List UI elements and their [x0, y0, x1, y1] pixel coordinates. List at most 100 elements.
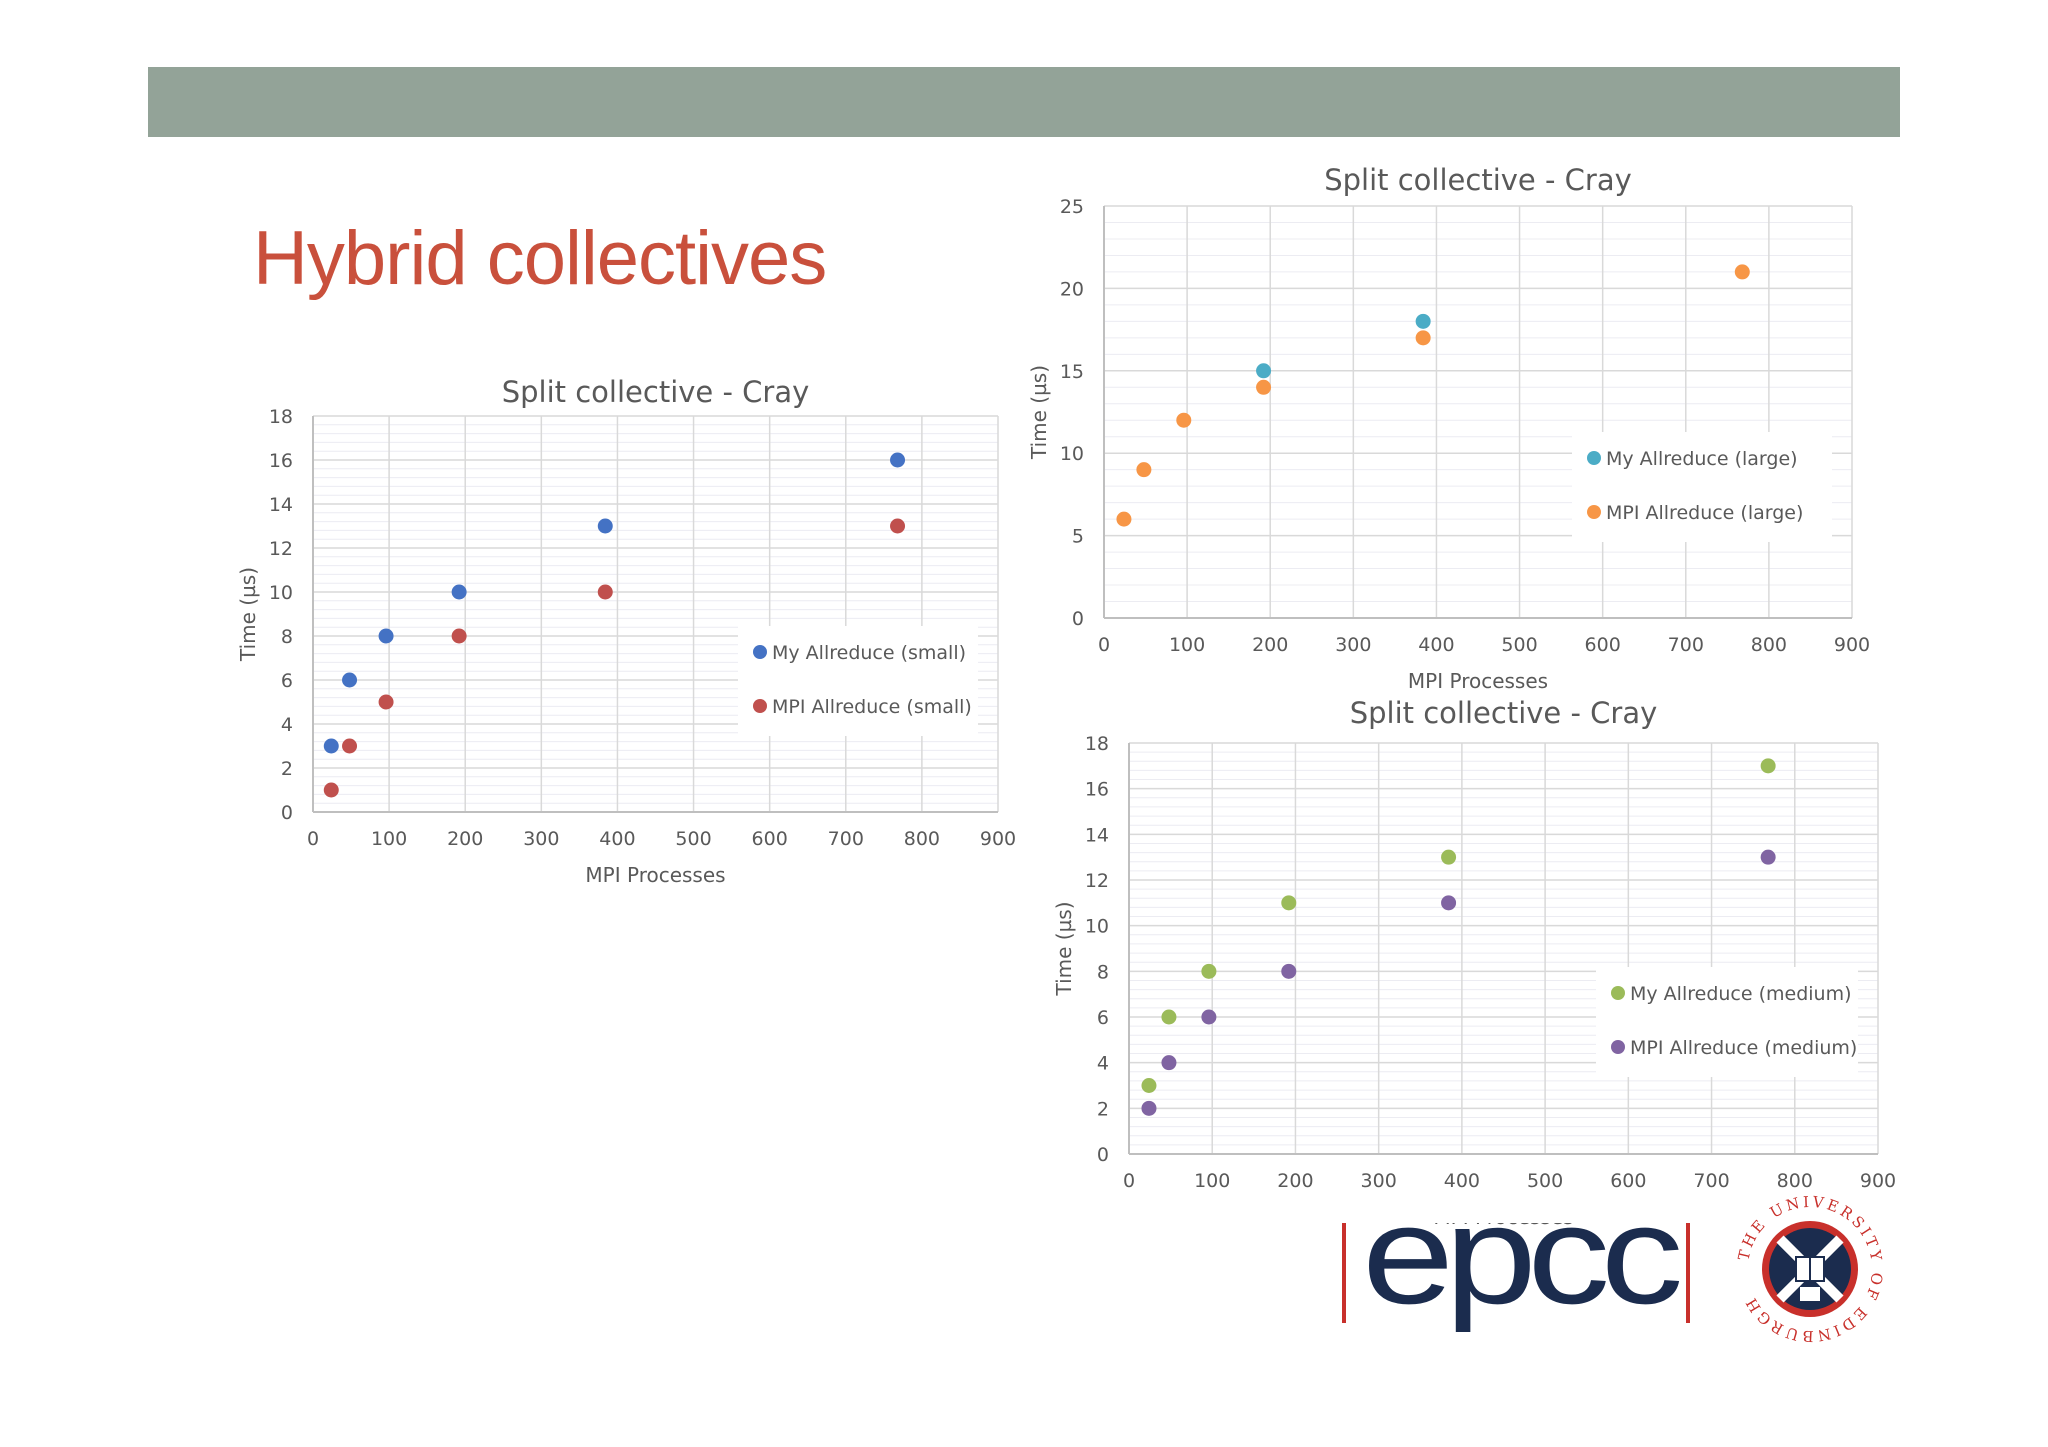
- legend-label: MPI Allreduce (large): [1606, 502, 1803, 524]
- x-tick-label: 100: [371, 828, 407, 850]
- x-tick-label: 100: [1194, 1170, 1230, 1192]
- y-tick-label: 18: [269, 406, 293, 428]
- y-tick-label: 14: [269, 494, 293, 516]
- point-small-s1-0: [323, 782, 339, 798]
- point-medium-s0-2: [1201, 963, 1217, 979]
- legend-marker: [753, 645, 767, 659]
- point-small-s1-1: [342, 738, 358, 754]
- point-medium-s1-4: [1441, 895, 1457, 911]
- y-tick-label: 6: [281, 670, 293, 692]
- x-tick-label: 700: [1693, 1170, 1729, 1192]
- point-large-s1-4: [1415, 330, 1431, 346]
- slide-title: Hybrid collectives: [253, 216, 827, 301]
- y-tick-label: 16: [1085, 779, 1109, 801]
- legend-label: My Allreduce (medium): [1630, 983, 1852, 1005]
- x-tick-label: 200: [1277, 1170, 1313, 1192]
- y-tick-label: 16: [269, 450, 293, 472]
- x-tick-label: 800: [1751, 634, 1787, 656]
- chart-title: Split collective - Cray: [1350, 696, 1658, 730]
- y-axis-label: Time (µs): [1027, 365, 1051, 460]
- point-small-s0-5: [890, 452, 906, 468]
- x-tick-label: 0: [1123, 1170, 1135, 1192]
- legend-label: My Allreduce (large): [1606, 448, 1798, 470]
- x-tick-label: 600: [1610, 1170, 1646, 1192]
- point-large-s0-1: [1415, 313, 1431, 329]
- x-tick-label: 300: [523, 828, 559, 850]
- point-small-s0-4: [597, 518, 613, 534]
- y-tick-label: 20: [1060, 278, 1084, 300]
- epcc-right-bar: [1686, 1223, 1690, 1323]
- x-tick-label: 600: [1585, 634, 1621, 656]
- caption-strip: [1330, 1205, 1630, 1223]
- x-tick-label: 900: [1860, 1170, 1896, 1192]
- x-axis-label: MPI Processes: [1408, 669, 1548, 693]
- x-tick-label: 500: [675, 828, 711, 850]
- y-tick-label: 8: [281, 626, 293, 648]
- point-medium-s1-1: [1161, 1055, 1177, 1071]
- point-medium-s0-3: [1281, 895, 1297, 911]
- y-tick-label: 15: [1060, 361, 1084, 383]
- chart-title: Split collective - Cray: [1324, 163, 1632, 197]
- point-small-s1-3: [451, 628, 467, 644]
- y-tick-label: 0: [1072, 608, 1084, 630]
- header-bar: [148, 67, 1900, 137]
- y-tick-label: 12: [269, 538, 293, 560]
- x-tick-label: 900: [1834, 634, 1870, 656]
- point-medium-s0-5: [1760, 758, 1776, 774]
- legend-label: MPI Allreduce (small): [772, 696, 972, 718]
- point-medium-s1-0: [1141, 1100, 1157, 1116]
- point-small-s1-2: [378, 694, 394, 710]
- y-tick-label: 14: [1085, 824, 1109, 846]
- y-tick-label: 2: [281, 758, 293, 780]
- seal-castle-icon: [1800, 1287, 1820, 1301]
- x-tick-label: 400: [1418, 634, 1454, 656]
- point-large-s1-2: [1176, 412, 1192, 428]
- y-tick-label: 12: [1085, 870, 1109, 892]
- x-tick-label: 400: [599, 828, 635, 850]
- legend-marker: [753, 699, 767, 713]
- legend-marker: [1587, 451, 1601, 465]
- x-tick-label: 0: [1098, 634, 1110, 656]
- x-tick-label: 200: [1252, 634, 1288, 656]
- y-axis-label: Time (µs): [236, 567, 260, 662]
- y-tick-label: 5: [1072, 526, 1084, 548]
- legend-label: My Allreduce (small): [772, 642, 966, 664]
- legend-marker: [1587, 505, 1601, 519]
- y-tick-label: 6: [1097, 1007, 1109, 1029]
- legend-box: [738, 626, 978, 736]
- x-tick-label: 700: [828, 828, 864, 850]
- y-tick-label: 10: [1060, 443, 1084, 465]
- chart-title: Split collective - Cray: [502, 375, 810, 409]
- x-tick-label: 0: [307, 828, 319, 850]
- point-medium-s0-4: [1441, 849, 1457, 865]
- point-small-s1-5: [890, 518, 906, 534]
- y-tick-label: 8: [1097, 961, 1109, 983]
- y-tick-label: 10: [269, 582, 293, 604]
- epcc-left-bar: [1342, 1223, 1346, 1323]
- x-tick-label: 500: [1527, 1170, 1563, 1192]
- legend-marker: [1611, 1040, 1625, 1054]
- x-tick-label: 600: [752, 828, 788, 850]
- x-tick-label: 400: [1444, 1170, 1480, 1192]
- point-large-s1-5: [1734, 264, 1750, 280]
- y-axis-label: Time (µs): [1052, 901, 1076, 996]
- y-tick-label: 25: [1060, 196, 1084, 218]
- y-tick-label: 4: [1097, 1053, 1109, 1075]
- x-tick-label: 900: [980, 828, 1016, 850]
- x-tick-label: 800: [904, 828, 940, 850]
- point-small-s1-4: [597, 584, 613, 600]
- point-small-s0-0: [323, 738, 339, 754]
- x-tick-label: 300: [1361, 1170, 1397, 1192]
- y-tick-label: 0: [281, 802, 293, 824]
- y-tick-label: 4: [281, 714, 293, 736]
- legend-marker: [1611, 986, 1625, 1000]
- y-tick-label: 0: [1097, 1144, 1109, 1166]
- point-medium-s0-1: [1161, 1009, 1177, 1025]
- legend-box: [1596, 967, 1858, 1077]
- point-medium-s1-3: [1281, 963, 1297, 979]
- x-tick-label: 700: [1668, 634, 1704, 656]
- point-small-s0-2: [378, 628, 394, 644]
